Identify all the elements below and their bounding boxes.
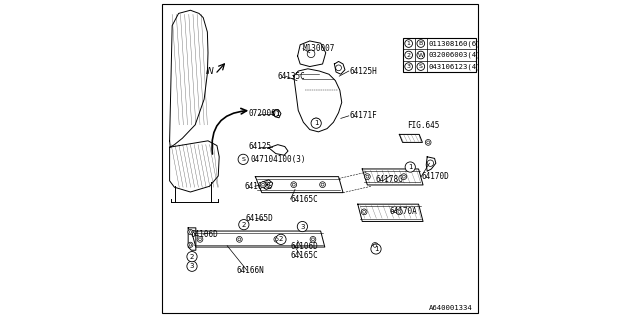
Text: W: W [418, 52, 424, 58]
Circle shape [428, 160, 434, 166]
Text: 2: 2 [190, 254, 194, 260]
Text: 64171F: 64171F [349, 111, 377, 120]
Circle shape [187, 252, 197, 262]
Circle shape [372, 243, 378, 249]
Circle shape [297, 221, 307, 232]
Circle shape [188, 229, 193, 235]
Circle shape [307, 50, 315, 58]
Circle shape [275, 238, 278, 241]
Text: S: S [241, 157, 245, 162]
Circle shape [238, 154, 248, 164]
Circle shape [198, 238, 202, 241]
Circle shape [239, 220, 249, 230]
Text: 64165C: 64165C [291, 195, 318, 204]
Circle shape [374, 244, 377, 247]
Text: B: B [419, 41, 423, 46]
Circle shape [291, 182, 297, 188]
Text: 2: 2 [406, 52, 411, 58]
Circle shape [371, 244, 381, 254]
Text: 1: 1 [406, 41, 411, 46]
Circle shape [427, 141, 429, 144]
Circle shape [366, 175, 369, 178]
Circle shape [363, 211, 365, 213]
Circle shape [405, 63, 412, 70]
Text: 2: 2 [242, 222, 246, 228]
Circle shape [273, 111, 279, 116]
Text: 3: 3 [300, 224, 305, 229]
Circle shape [365, 174, 370, 180]
Text: 2: 2 [279, 236, 283, 242]
Circle shape [405, 40, 412, 47]
Circle shape [397, 209, 403, 215]
Circle shape [292, 183, 295, 186]
Text: 64107E: 64107E [244, 182, 272, 191]
Circle shape [311, 118, 321, 128]
Text: 3: 3 [406, 64, 411, 69]
Text: 032006003(4): 032006003(4) [429, 52, 481, 58]
Text: 64106D: 64106D [291, 242, 318, 251]
Circle shape [262, 183, 264, 186]
Text: A640001334: A640001334 [429, 305, 473, 311]
Text: 64135C: 64135C [278, 72, 305, 81]
Text: 64106D: 64106D [191, 230, 218, 239]
Circle shape [417, 51, 425, 59]
Circle shape [238, 238, 241, 241]
Circle shape [188, 242, 193, 247]
Circle shape [320, 182, 326, 188]
Circle shape [197, 236, 203, 242]
Circle shape [361, 209, 367, 215]
Circle shape [237, 236, 243, 242]
Text: M130007: M130007 [303, 44, 335, 53]
Circle shape [265, 182, 270, 187]
Text: 64165D: 64165D [246, 214, 273, 223]
Circle shape [189, 231, 192, 233]
Circle shape [310, 236, 316, 242]
Text: 043106123(4): 043106123(4) [429, 63, 481, 70]
Text: 1: 1 [314, 120, 319, 126]
Circle shape [312, 238, 314, 241]
Text: 64165C: 64165C [291, 252, 318, 260]
Bar [403, 38, 476, 72]
Circle shape [189, 244, 192, 246]
Circle shape [417, 40, 425, 47]
Circle shape [312, 118, 321, 126]
Circle shape [336, 65, 342, 71]
Text: S: S [419, 64, 423, 69]
Text: 64166N: 64166N [236, 266, 264, 275]
Text: 64178G: 64178G [375, 175, 403, 184]
Text: 64170A: 64170A [390, 207, 417, 216]
Circle shape [398, 211, 401, 213]
Text: FIG.645: FIG.645 [407, 121, 440, 130]
Circle shape [403, 175, 405, 178]
Text: 64125: 64125 [249, 142, 272, 151]
Text: 0720001: 0720001 [249, 109, 282, 118]
Circle shape [401, 174, 407, 180]
Text: 011308160(6): 011308160(6) [429, 40, 481, 47]
Circle shape [417, 63, 425, 70]
Circle shape [405, 51, 412, 59]
Circle shape [321, 183, 324, 186]
Text: 1: 1 [374, 246, 378, 252]
Circle shape [274, 236, 280, 242]
Circle shape [266, 183, 268, 186]
Text: IN: IN [206, 67, 214, 76]
Circle shape [187, 261, 197, 271]
Text: 1: 1 [408, 164, 413, 170]
Circle shape [276, 234, 286, 244]
Text: 64125H: 64125H [349, 67, 377, 76]
Text: 047104100(3): 047104100(3) [250, 155, 306, 164]
Circle shape [405, 162, 415, 172]
Circle shape [260, 182, 266, 188]
Text: 64170D: 64170D [422, 172, 449, 181]
Circle shape [425, 140, 431, 145]
Text: 3: 3 [189, 263, 195, 269]
